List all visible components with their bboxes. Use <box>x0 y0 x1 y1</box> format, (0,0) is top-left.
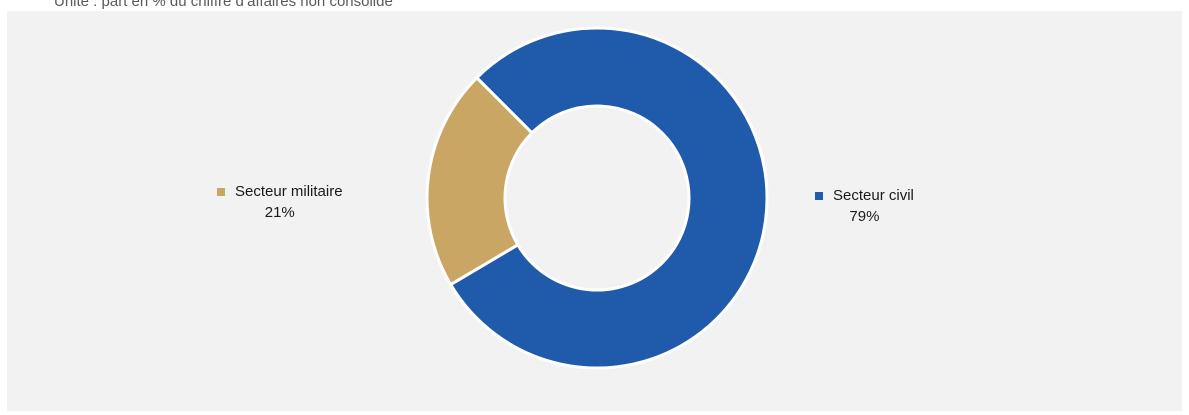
swatch-secteur-civil <box>815 191 823 200</box>
slice-label-secteur-civil: Secteur civil <box>833 187 914 204</box>
donut-chart <box>425 26 769 370</box>
slice-label-secteur-militaire: Secteur militaire <box>235 183 343 200</box>
donut-slice-secteur-civil <box>448 26 769 370</box>
data-label-secteur-civil: Secteur civil 79% <box>815 185 914 227</box>
donut-slice-secteur-militaire <box>425 75 535 287</box>
data-label-secteur-militaire: Secteur militaire 21% <box>217 181 343 223</box>
swatch-secteur-militaire <box>217 187 225 196</box>
slice-value-secteur-civil: 79% <box>849 208 880 225</box>
chart-subtitle: Unité : part en % du chiffre d’affaires … <box>54 0 393 10</box>
chart-panel: Secteur militaire 21% Secteur civil 79% <box>7 11 1182 411</box>
slice-value-secteur-militaire: 21% <box>264 204 295 221</box>
